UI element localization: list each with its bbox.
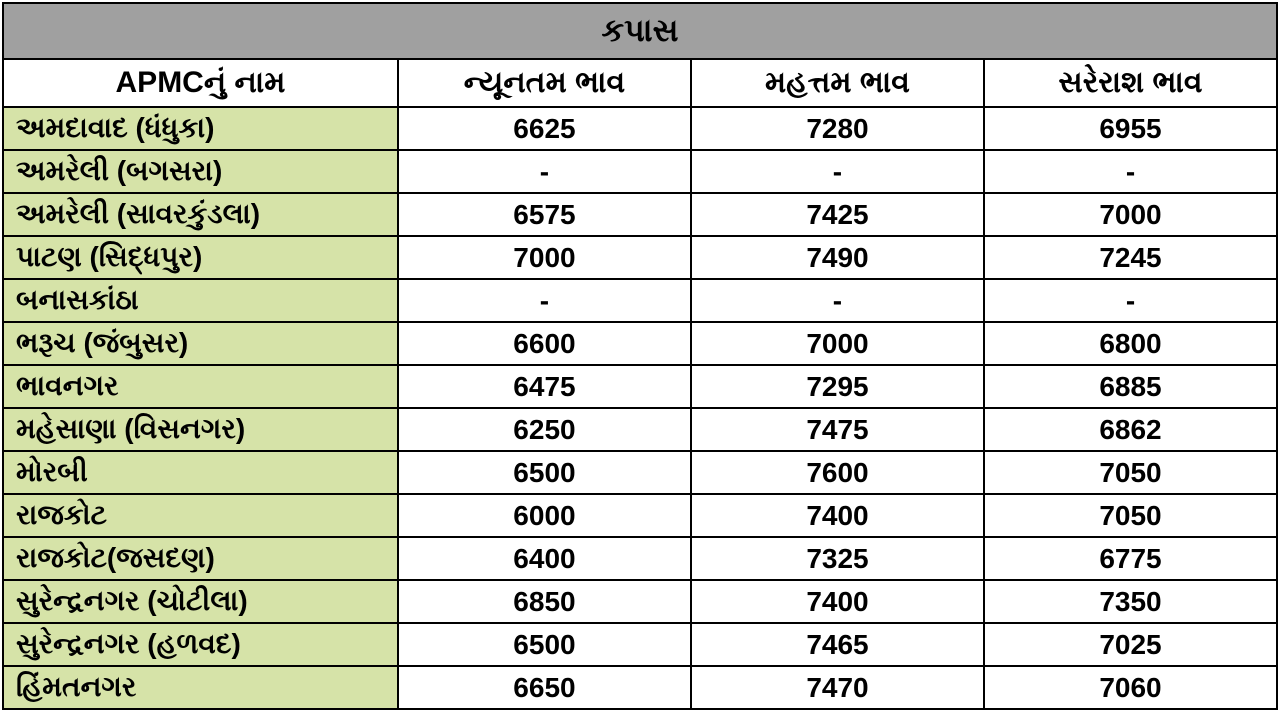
min-price-cell: 6500	[398, 451, 691, 494]
max-price-cell: 7470	[691, 666, 984, 709]
table-row: બનાસકાંઠા---	[3, 279, 1277, 322]
max-price-cell: -	[691, 150, 984, 193]
apmc-name-cell: અમરેલી (સાવરકુંડલા)	[3, 193, 398, 236]
avg-price-cell: 7350	[984, 580, 1277, 623]
avg-price-cell: 7060	[984, 666, 1277, 709]
avg-price-cell: 6885	[984, 365, 1277, 408]
max-price-cell: -	[691, 279, 984, 322]
apmc-name-cell: પાટણ (સિદ્ધપુર)	[3, 236, 398, 279]
min-price-cell: 6400	[398, 537, 691, 580]
apmc-name-cell: હિંમતનગર	[3, 666, 398, 709]
apmc-name-cell: રાજકોટ(જસદણ)	[3, 537, 398, 580]
max-price-cell: 7465	[691, 623, 984, 666]
max-price-cell: 7295	[691, 365, 984, 408]
avg-price-cell: 6800	[984, 322, 1277, 365]
apmc-name-cell: ભાવનગર	[3, 365, 398, 408]
table-row: રાજકોટ600074007050	[3, 494, 1277, 537]
table-row: રાજકોટ(જસદણ)640073256775	[3, 537, 1277, 580]
price-table: કપાસ APMCનું નામ ન્યૂનતમ ભાવ મહત્તમ ભાવ …	[2, 2, 1278, 710]
avg-price-cell: 6955	[984, 107, 1277, 150]
max-price-cell: 7475	[691, 408, 984, 451]
avg-price-cell: -	[984, 279, 1277, 322]
apmc-name-cell: ભરૂચ (જંબુસર)	[3, 322, 398, 365]
min-price-cell: -	[398, 150, 691, 193]
max-price-cell: 7600	[691, 451, 984, 494]
min-price-cell: 6475	[398, 365, 691, 408]
table-row: સુરેન્દ્રનગર (હળવદ)650074657025	[3, 623, 1277, 666]
apmc-name-cell: રાજકોટ	[3, 494, 398, 537]
table-row: સુરેન્દ્રનગર (ચોટીલા)685074007350	[3, 580, 1277, 623]
min-price-cell: 7000	[398, 236, 691, 279]
apmc-name-cell: સુરેન્દ્રનગર (ચોટીલા)	[3, 580, 398, 623]
apmc-name-cell: અમદાવાદ (ધંધુકા)	[3, 107, 398, 150]
apmc-name-cell: મોરબી	[3, 451, 398, 494]
table-row: અમદાવાદ (ધંધુકા)662572806955	[3, 107, 1277, 150]
min-price-cell: 6650	[398, 666, 691, 709]
min-price-cell: -	[398, 279, 691, 322]
table-row: હિંમતનગર665074707060	[3, 666, 1277, 709]
header-row: APMCનું નામ ન્યૂનતમ ભાવ મહત્તમ ભાવ સરેરા…	[3, 59, 1277, 107]
max-price-cell: 7000	[691, 322, 984, 365]
table-row: પાટણ (સિદ્ધપુર)700074907245	[3, 236, 1277, 279]
avg-price-cell: 7025	[984, 623, 1277, 666]
max-price-cell: 7400	[691, 580, 984, 623]
table-row: અમરેલી (બગસરા)---	[3, 150, 1277, 193]
max-price-cell: 7490	[691, 236, 984, 279]
table-row: ભરૂચ (જંબુસર)660070006800	[3, 322, 1277, 365]
avg-price-cell: -	[984, 150, 1277, 193]
min-price-cell: 6500	[398, 623, 691, 666]
min-price-cell: 6250	[398, 408, 691, 451]
max-price-cell: 7400	[691, 494, 984, 537]
min-price-cell: 6625	[398, 107, 691, 150]
apmc-name-cell: સુરેન્દ્રનગર (હળવદ)	[3, 623, 398, 666]
apmc-name-cell: અમરેલી (બગસરા)	[3, 150, 398, 193]
min-price-cell: 6600	[398, 322, 691, 365]
table-row: ભાવનગર647572956885	[3, 365, 1277, 408]
max-price-cell: 7280	[691, 107, 984, 150]
avg-price-cell: 7050	[984, 494, 1277, 537]
table-row: મોરબી650076007050	[3, 451, 1277, 494]
column-header-avg: સરેરાશ ભાવ	[984, 59, 1277, 107]
avg-price-cell: 6775	[984, 537, 1277, 580]
avg-price-cell: 7245	[984, 236, 1277, 279]
column-header-min: ન્યૂનતમ ભાવ	[398, 59, 691, 107]
min-price-cell: 6850	[398, 580, 691, 623]
apmc-name-cell: મહેસાણા (વિસનગર)	[3, 408, 398, 451]
avg-price-cell: 7050	[984, 451, 1277, 494]
min-price-cell: 6575	[398, 193, 691, 236]
table-row: અમરેલી (સાવરકુંડલા)657574257000	[3, 193, 1277, 236]
max-price-cell: 7325	[691, 537, 984, 580]
column-header-name: APMCનું નામ	[3, 59, 398, 107]
avg-price-cell: 7000	[984, 193, 1277, 236]
avg-price-cell: 6862	[984, 408, 1277, 451]
apmc-name-cell: બનાસકાંઠા	[3, 279, 398, 322]
max-price-cell: 7425	[691, 193, 984, 236]
column-header-max: મહત્તમ ભાવ	[691, 59, 984, 107]
min-price-cell: 6000	[398, 494, 691, 537]
table-row: મહેસાણા (વિસનગર)625074756862	[3, 408, 1277, 451]
table-title: કપાસ	[3, 3, 1277, 59]
